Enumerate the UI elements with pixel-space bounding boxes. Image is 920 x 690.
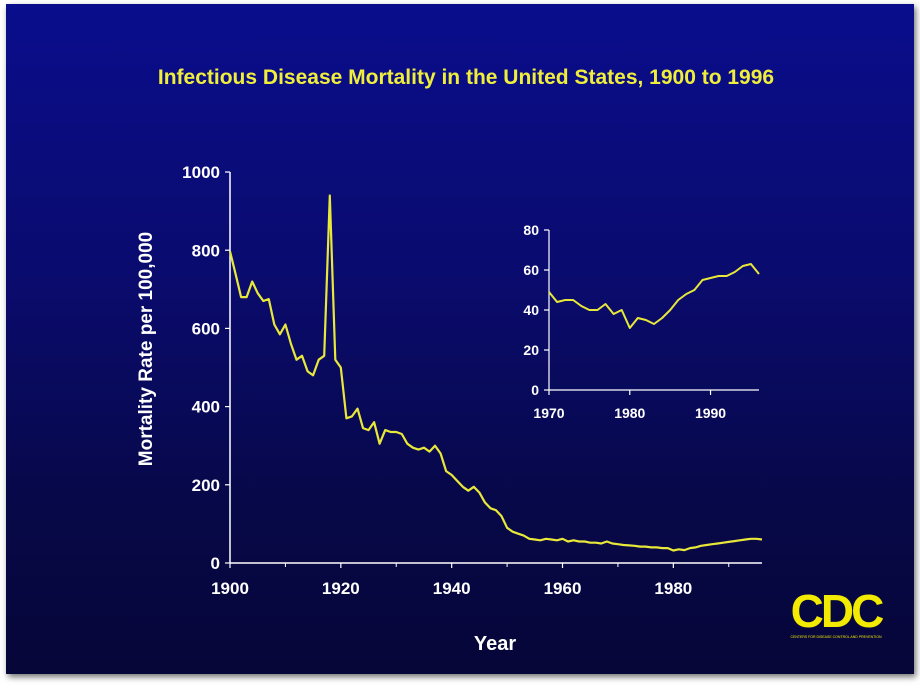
main-x-axis-label: Year	[474, 633, 516, 655]
main-x-tick-label: 1960	[544, 579, 582, 598]
main-y-tick-label: 400	[192, 398, 220, 417]
chart-canvas: Infectious Disease Mortality in the Unit…	[136, 66, 886, 655]
inset-y-tick-label: 20	[523, 342, 539, 358]
main-x-tick-label: 1920	[322, 579, 360, 598]
chart-title: Infectious Disease Mortality in the Unit…	[158, 66, 774, 89]
main-y-tick-label: 600	[192, 320, 220, 339]
main-y-axis-label: Mortality Rate per 100,000	[136, 232, 157, 466]
inset-x-ticks: 1970 1980 1990	[533, 390, 726, 421]
inset-y-ticks: 0 20 40 60 80	[523, 222, 549, 398]
main-y-tick-label: 800	[192, 241, 220, 260]
inset-series-line	[548, 263, 760, 329]
main-x-tick-label: 1940	[433, 579, 471, 598]
cdc-logo-text: CDC	[791, 585, 883, 637]
inset-x-tick-label: 1990	[695, 405, 726, 421]
main-x-ticks: 1900 1920 1940 1960 1980	[211, 563, 730, 598]
inset-y-tick-label: 40	[523, 302, 539, 318]
main-y-tick-label: 0	[211, 554, 220, 573]
inset-y-tick-label: 80	[523, 222, 539, 238]
main-chart-axes	[229, 172, 762, 564]
main-x-tick-label: 1900	[211, 579, 249, 598]
cdc-logo-tagline: CENTERS FOR DISEASE CONTROL AND PREVENTI…	[790, 635, 882, 639]
inset-y-tick-label: 60	[523, 262, 539, 278]
cdc-logo: CDC CENTERS FOR DISEASE CONTROL AND PREV…	[790, 585, 886, 639]
main-y-ticks: 0 200 400 600 800 1000	[182, 163, 230, 573]
main-y-tick-label: 1000	[182, 163, 220, 182]
inset-chart-axes	[548, 230, 759, 391]
main-series-line	[228, 194, 763, 552]
inset-x-tick-label: 1980	[614, 405, 645, 421]
inset-x-tick-label: 1970	[533, 405, 564, 421]
inset-y-tick-label: 0	[531, 382, 539, 398]
main-x-tick-label: 1980	[654, 579, 692, 598]
slide-background: Infectious Disease Mortality in the Unit…	[6, 4, 914, 674]
main-y-tick-label: 200	[192, 476, 220, 495]
